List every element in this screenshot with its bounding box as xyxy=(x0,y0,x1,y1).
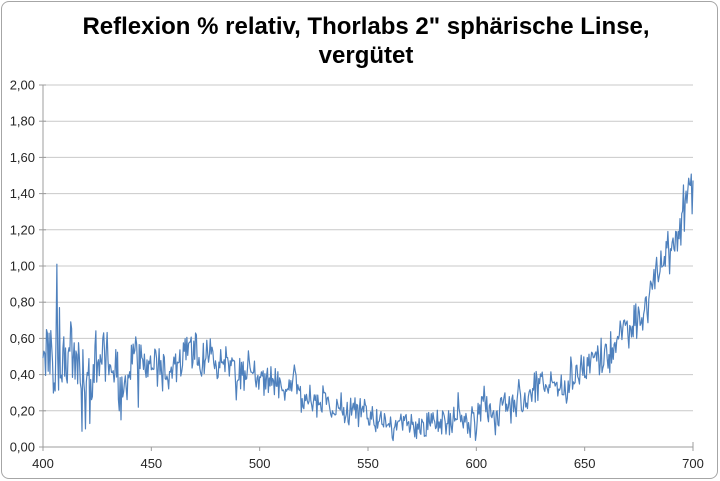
y-tick-label: 1,40 xyxy=(10,186,35,201)
y-tick-label: 0,40 xyxy=(10,367,35,382)
x-axis-labels: 400 450 500 550 600 650 700 xyxy=(32,456,704,471)
x-tick-label: 450 xyxy=(140,456,162,471)
y-tick-label: 1,20 xyxy=(10,222,35,237)
y-axis-labels: 0,00 0,20 0,40 0,60 0,80 1,00 1,20 1,40 1,60 1,80… xyxy=(10,78,35,455)
x-tick-label: 650 xyxy=(574,456,596,471)
x-tick-label: 700 xyxy=(682,456,704,471)
x-tick-label: 550 xyxy=(357,456,379,471)
chart-title-line1: Reflexion % relativ, Thorlabs 2" sphäris… xyxy=(82,13,649,40)
y-tick-label: 2,00 xyxy=(10,78,35,93)
y-tick-label: 1,80 xyxy=(10,114,35,129)
reflexion-series xyxy=(42,173,694,442)
chart-title-line2: vergütet xyxy=(319,42,414,69)
x-tick-label: 600 xyxy=(465,456,487,471)
y-tick-label: 1,60 xyxy=(10,150,35,165)
axis-tick-marks xyxy=(39,84,694,451)
chart-title: Reflexion % relativ, Thorlabs 2" sphäris… xyxy=(82,13,649,69)
x-tick-label: 500 xyxy=(249,456,271,471)
y-tick-label: 0,80 xyxy=(10,295,35,310)
y-tick-label: 1,00 xyxy=(10,259,35,274)
y-tick-label: 0,60 xyxy=(10,331,35,346)
y-tick-label: 0,20 xyxy=(10,403,35,418)
gridlines xyxy=(43,84,693,412)
x-tick-label: 400 xyxy=(32,456,54,471)
reflexion-series-line xyxy=(42,173,694,442)
y-tick-label: 0,00 xyxy=(10,440,35,455)
